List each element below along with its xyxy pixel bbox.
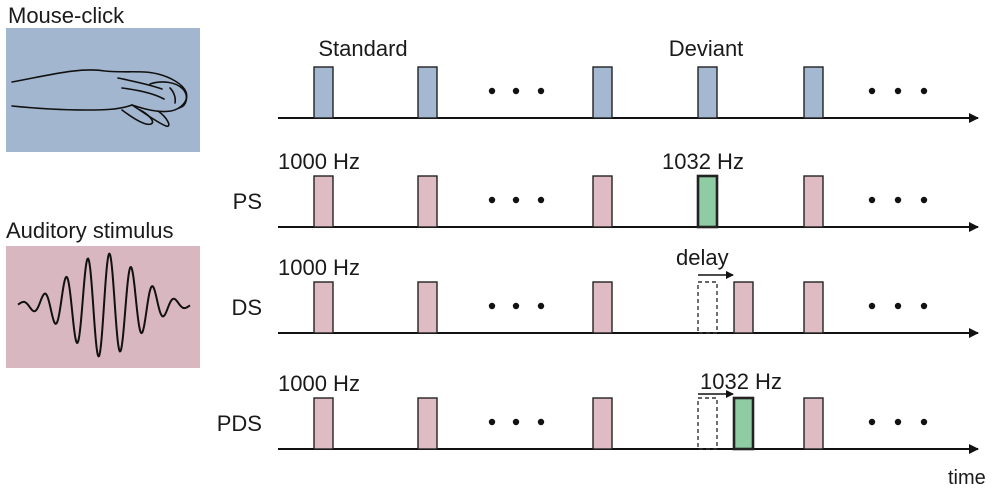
click-pulse (417, 66, 438, 119)
standard-pulse (803, 397, 824, 450)
timeline-row-pds: PDS 1000 Hz 1032 Hz (217, 369, 979, 454)
row-annotation-ps-1: 1032 Hz (662, 149, 744, 174)
original-onset-placeholder (697, 397, 718, 450)
row-annotation-click-1: Deviant (669, 36, 744, 61)
standard-pulse (592, 281, 613, 334)
auditory-stimulus-caption: Auditory stimulus (6, 218, 174, 243)
row-annotation-pds-1: 1032 Hz (700, 369, 782, 394)
sound-waveform-icon (17, 252, 191, 358)
timeline-row-ds: DS 1000 Hz delay (231, 245, 979, 338)
row-annotation-ps-0: 1000 Hz (278, 149, 360, 174)
ellipsis-dots (488, 418, 545, 426)
click-pulse (313, 66, 334, 119)
auditory-stimulus-legend: Auditory stimulus (6, 218, 200, 368)
standard-pulse (417, 397, 438, 450)
ellipsis-dots (488, 302, 545, 310)
standard-pulse (733, 281, 754, 334)
click-pulse (592, 66, 613, 119)
standard-pulse (592, 397, 613, 450)
standard-pulse (803, 281, 824, 334)
row-annotation-pds-0: 1000 Hz (278, 371, 360, 396)
standard-pulse (803, 175, 824, 228)
mouse-click-legend: Mouse-click (6, 3, 200, 152)
standard-pulse (313, 281, 334, 334)
row-annotation-ds-0: 1000 Hz (278, 255, 360, 280)
ellipsis-dots (868, 87, 928, 95)
standard-pulse (313, 397, 334, 450)
timelines: Standard Deviant PS 1000 Hz 1032 Hz DS 1000 Hz… (217, 36, 979, 454)
ellipsis-dots (868, 196, 928, 204)
ellipsis-dots (868, 418, 928, 426)
original-onset-placeholder (697, 281, 718, 334)
click-pulse (697, 66, 718, 119)
row-annotation-click-0: Standard (318, 36, 407, 61)
ellipsis-dots (868, 302, 928, 310)
standard-pulse (417, 175, 438, 228)
hand-on-mouse-icon (11, 69, 188, 128)
row-annotation-ds-1: delay (676, 245, 729, 270)
timeline-row-ps: PS 1000 Hz 1032 Hz (233, 149, 979, 232)
row-label-pds: PDS (217, 411, 262, 436)
click-pulse (803, 66, 824, 119)
ellipsis-dots (488, 196, 545, 204)
time-axis-label: time (948, 467, 986, 489)
row-label-ds: DS (231, 295, 262, 320)
timeline-row-click: Standard Deviant (278, 36, 979, 123)
mouse-click-panel (6, 28, 200, 152)
mouse-click-caption: Mouse-click (8, 3, 125, 28)
row-label-ps: PS (233, 189, 262, 214)
standard-pulse (313, 175, 334, 228)
standard-pulse (417, 281, 438, 334)
deviant-pulse (732, 396, 755, 451)
standard-pulse (592, 175, 613, 228)
deviant-pulse (696, 174, 719, 229)
ellipsis-dots (488, 87, 545, 95)
